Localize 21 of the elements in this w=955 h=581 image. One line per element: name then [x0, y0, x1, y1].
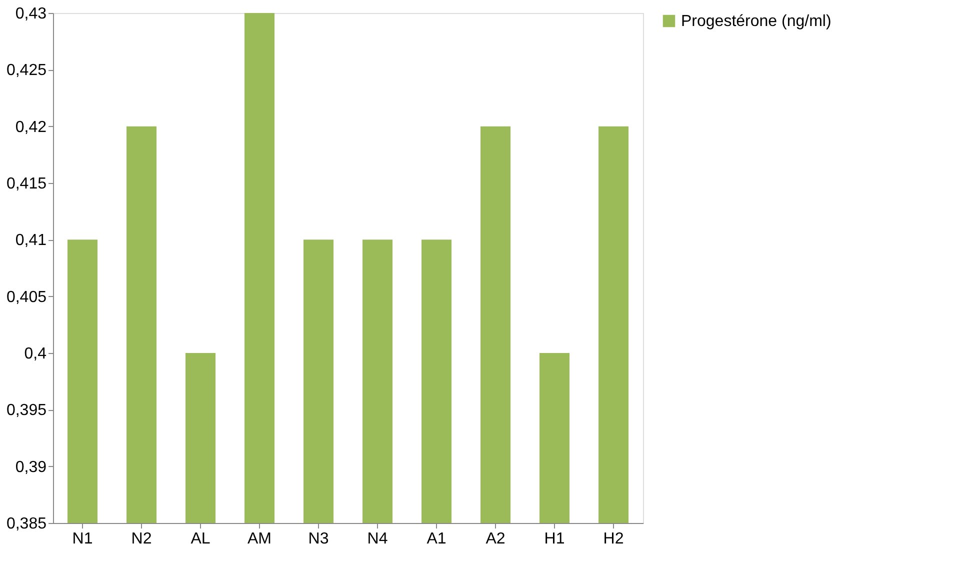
- x-tick-label: H1: [544, 530, 565, 548]
- x-tick-label: A1: [426, 530, 446, 548]
- y-tick-label: 0,4: [24, 346, 47, 362]
- legend-label: Progestérone (ng/ml): [681, 13, 832, 30]
- x-tick-label: N4: [367, 530, 388, 548]
- y-tick-label: 0,42: [15, 118, 47, 136]
- y-tick-label: 0,395: [6, 402, 47, 420]
- y-tick-label: 0,43: [15, 6, 47, 22]
- x-tick-label: N1: [72, 530, 93, 548]
- x-tick-label: AL: [190, 530, 210, 548]
- y-tick-label: 0,405: [6, 288, 47, 306]
- x-tick-label: AM: [248, 530, 272, 548]
- y-tick-label: 0,41: [15, 232, 47, 250]
- x-tick-label: N2: [131, 530, 152, 548]
- y-tick-label: 0,415: [6, 176, 47, 192]
- y-tick-label: 0,385: [6, 516, 47, 532]
- y-tick-label: 0,425: [6, 62, 47, 80]
- x-tick-label: N3: [308, 530, 329, 548]
- y-tick-label: 0,39: [15, 458, 47, 476]
- x-tick-label: H2: [603, 530, 624, 548]
- x-tick-label: A2: [486, 530, 506, 548]
